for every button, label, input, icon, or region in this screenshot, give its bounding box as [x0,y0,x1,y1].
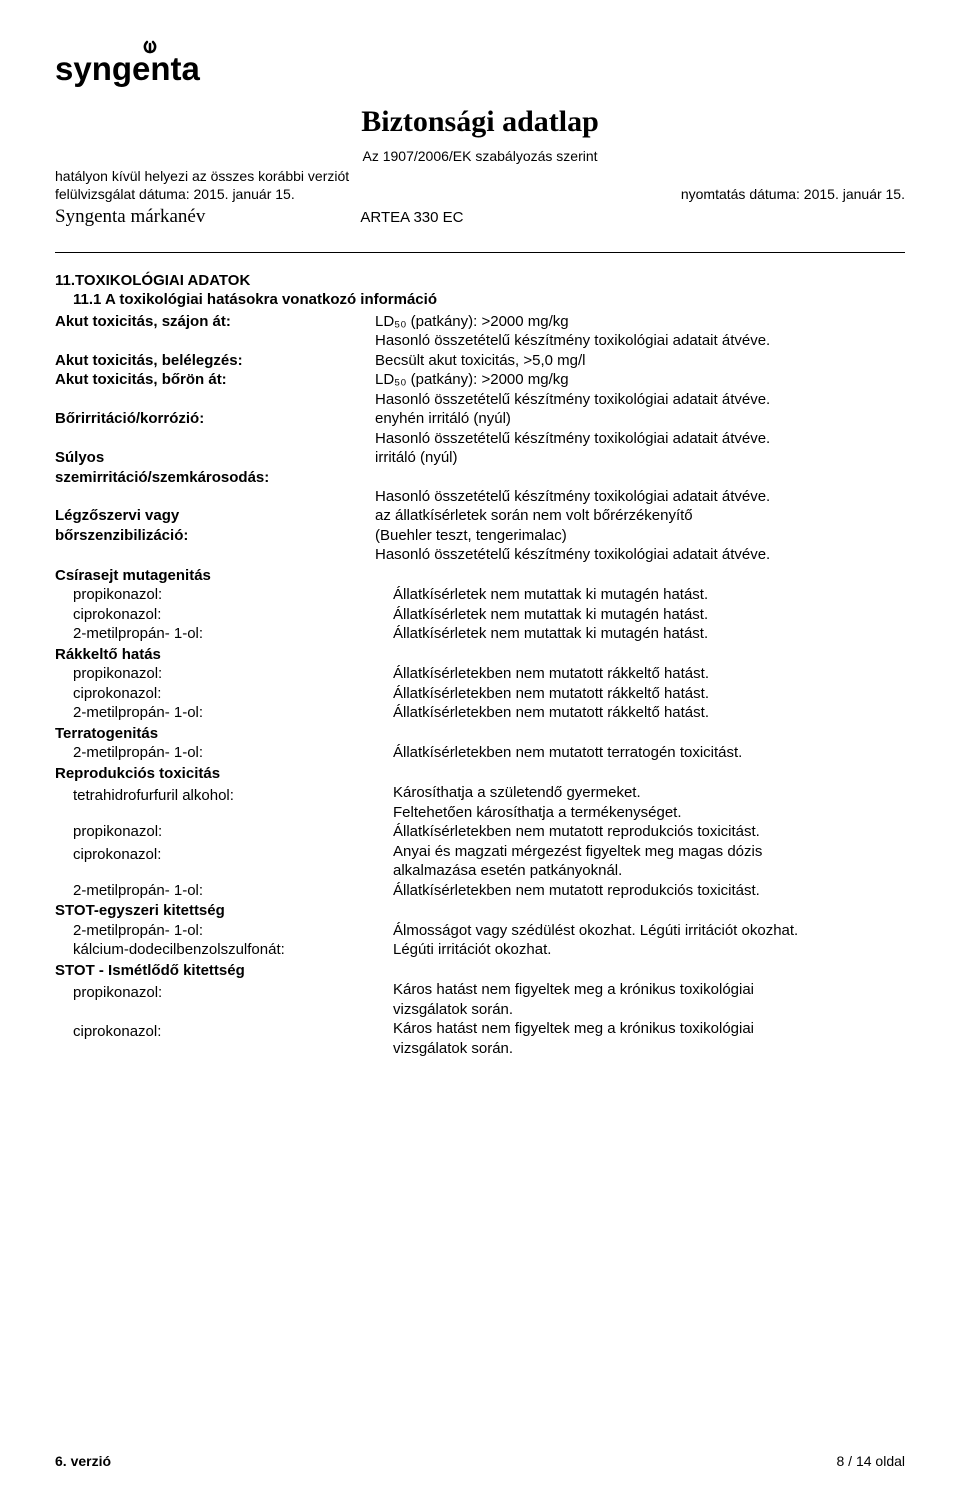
group-stot-egyszeri: STOT-egyszeri kitettség [55,901,905,921]
value: Káros hatást nem figyeltek meg a króniku… [393,1019,905,1058]
text-line: (Buehler teszt, tengerimalac) [375,526,905,546]
value-akut-szajon: LD₅₀ (patkány): >2000 mg/kg Hasonló össz… [375,312,905,351]
text-line: Anyai és magzati mérgezést figyeltek meg… [393,842,905,862]
label-propikonazol: propikonazol: [55,585,393,605]
label-ciprokonazol: ciprokonazol: [55,605,393,625]
group-rakkelt: Rákkeltő hatás [55,645,905,665]
value: Károsíthatja a születendő gyermeket. Fel… [393,783,905,822]
text-line: Feltehetően károsíthatja a termékenysége… [393,803,905,823]
logo: syngenta [55,40,905,94]
value: Állatkísérletekben nem mutatott rákkeltő… [393,684,905,704]
section-heading: 11.TOXIKOLÓGIAI ADATOK [55,271,905,291]
value: Állatkísérletek nem mutattak ki mutagén … [393,624,905,644]
brand-value: ARTEA 330 EC [360,208,463,228]
value: Állatkísérletekben nem mutatott reproduk… [393,822,905,842]
label-2metilpropan: 2-metilpropán- 1-ol: [55,921,393,941]
text-line: LD₅₀ (patkány): >2000 mg/kg [375,312,905,332]
text-line: enyhén irritáló (nyúl) [375,409,905,429]
value-borirritacio: enyhén irritáló (nyúl) Hasonló összetéte… [375,409,905,448]
label-propikonazol: propikonazol: [55,980,393,1019]
subtitle: Az 1907/2006/EK szabályozás szerint [55,147,905,165]
subsection-heading: 11.1 A toxikológiai hatásokra vonatkozó … [73,290,905,310]
syngenta-logo-icon: syngenta [55,40,235,88]
label-borirritacio: Bőrirritáció/korrózió: [55,409,375,448]
text-line: Káros hatást nem figyeltek meg a króniku… [393,980,905,1000]
text-line: Hasonló összetételű készítmény toxikológ… [375,545,905,565]
svg-text:syngenta: syngenta [55,50,201,87]
text-line: irritáló (nyúl) [375,448,905,468]
label-akut-boron: Akut toxicitás, bőrön át: [55,370,375,409]
value-legzoszervi: az állatkísérletek során nem volt bőrérz… [375,506,905,565]
text-line: vizsgálatok során. [393,1000,905,1020]
value: Káros hatást nem figyeltek meg a króniku… [393,980,905,1019]
label-akut-belelegzes: Akut toxicitás, belélegzés: [55,351,375,371]
text-line: Hasonló összetételű készítmény toxikológ… [375,331,905,351]
value: Állatkísérletekben nem mutatott rákkeltő… [393,703,905,723]
group-terratogenitas: Terratogenitás [55,724,905,744]
page-footer: 6. verzió 8 / 14 oldal [55,1452,905,1470]
value: Álmosságot vagy szédülést okozhat. Légút… [393,921,905,941]
label-legzoszervi: Légzőszervi vagybőrszenzibilizáció: [55,506,375,565]
value-akut-boron: LD₅₀ (patkány): >2000 mg/kg Hasonló össz… [375,370,905,409]
label-tetrahidro: tetrahidrofurfuril alkohol: [55,783,393,822]
group-stot-ismetlodo: STOT - Ismétlődő kitettség [55,961,905,981]
label-ciprokonazol: ciprokonazol: [55,842,393,881]
text-line: Hasonló összetételű készítmény toxikológ… [375,487,905,507]
label-2metilpropan: 2-metilpropán- 1-ol: [55,881,393,901]
label-2metilpropan: 2-metilpropán- 1-ol: [55,743,393,763]
group-csirasejt: Csírasejt mutagenitás [55,566,905,586]
page-title: Biztonsági adatlap [55,102,905,141]
label-ciprokonazol: ciprokonazol: [55,684,393,704]
text-line: Károsíthatja a születendő gyermeket. [393,783,905,803]
value: Állatkísérletek nem mutattak ki mutagén … [393,585,905,605]
value: Állatkísérletekben nem mutatott rákkeltő… [393,664,905,684]
footer-version: 6. verzió [55,1452,111,1470]
label-szemirritacio: Súlyosszemirritáció/szemkárosodás: [55,448,375,506]
label-propikonazol: propikonazol: [55,822,393,842]
value: Állatkísérletekben nem mutatott reproduk… [393,881,905,901]
brand-label: Syngenta márkanév [55,205,205,230]
label-2metilpropan: 2-metilpropán- 1-ol: [55,703,393,723]
value: Állatkísérletekben nem mutatott terratog… [393,743,905,763]
meta-line-1: hatályon kívül helyezi az összes korábbi… [55,167,905,185]
text-line: vizsgálatok során. [393,1039,905,1059]
text-line: Hasonló összetételű készítmény toxikológ… [375,390,905,410]
text-line: Hasonló összetételű készítmény toxikológ… [375,429,905,449]
value: Anyai és magzati mérgezést figyeltek meg… [393,842,905,881]
meta-print-date: nyomtatás dátuma: 2015. január 15. [681,185,905,203]
text-line: LD₅₀ (patkány): >2000 mg/kg [375,370,905,390]
label-ciprokonazol: ciprokonazol: [55,1019,393,1058]
separator-line [55,252,905,253]
label-akut-szajon: Akut toxicitás, szájon át: [55,312,375,351]
footer-page-number: 8 / 14 oldal [837,1452,906,1470]
value-akut-belelegzes: Becsült akut toxicitás, >5,0 mg/l [375,351,905,371]
label-2metilpropan: 2-metilpropán- 1-ol: [55,624,393,644]
text-line: az állatkísérletek során nem volt bőrérz… [375,506,905,526]
value: Légúti irritációt okozhat. [393,940,905,960]
text-line: alkalmazása esetén patkányoknál. [393,861,905,881]
text-line: Káros hatást nem figyeltek meg a króniku… [393,1019,905,1039]
group-reprodukcio: Reprodukciós toxicitás [55,764,905,784]
value: Állatkísérletek nem mutattak ki mutagén … [393,605,905,625]
label-propikonazol: propikonazol: [55,664,393,684]
meta-revision-date: felülvizsgálat dátuma: 2015. január 15. [55,185,295,203]
label-kalcium: kálcium-dodecilbenzolszulfonát: [55,940,393,960]
value-szemirritacio: irritáló (nyúl) Hasonló összetételű kész… [375,448,905,506]
